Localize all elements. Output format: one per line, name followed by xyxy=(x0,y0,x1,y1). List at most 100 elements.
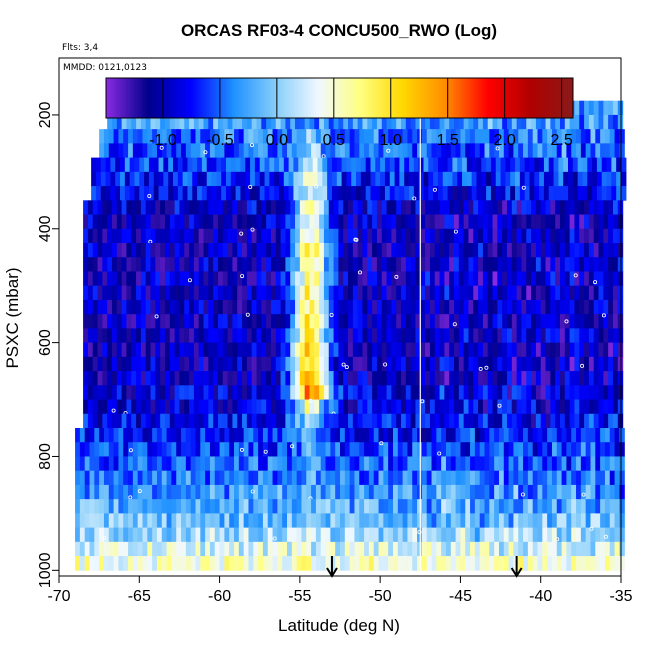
heat-cell xyxy=(261,228,267,244)
heat-cell xyxy=(182,186,189,201)
heat-cell xyxy=(614,499,620,514)
heat-cell xyxy=(155,342,161,358)
heat-cell xyxy=(131,114,137,130)
heat-cell xyxy=(242,328,248,344)
heat-cell xyxy=(444,399,450,415)
colorbar-segment xyxy=(362,78,366,118)
heat-cell xyxy=(87,285,94,301)
heat-cell xyxy=(454,285,460,301)
heat-cell xyxy=(134,157,140,173)
heat-cell xyxy=(280,399,287,415)
heat-cell xyxy=(213,271,219,287)
heat-cell xyxy=(333,299,339,315)
heat-cell xyxy=(463,342,470,358)
heat-cell xyxy=(487,285,494,301)
heat-cell xyxy=(222,271,229,287)
heat-cell xyxy=(290,356,296,372)
heat-cell xyxy=(287,513,293,529)
heat-cell xyxy=(213,328,219,344)
heat-cell xyxy=(150,413,156,429)
heat-cell xyxy=(343,371,349,386)
heat-cell xyxy=(404,171,410,187)
heat-cell xyxy=(315,428,322,443)
heat-cell xyxy=(91,157,97,173)
heat-cell xyxy=(616,186,622,201)
heat-cell xyxy=(161,129,168,144)
heat-cell xyxy=(169,257,176,272)
heat-cell xyxy=(107,271,113,287)
colorbar-segment xyxy=(318,78,322,118)
heat-cell xyxy=(508,484,515,500)
heat-cell xyxy=(372,342,378,358)
heat-cell xyxy=(588,214,595,230)
heat-cell xyxy=(378,143,384,159)
heat-cell xyxy=(296,541,303,557)
colorbar-segment xyxy=(250,78,254,118)
heat-cell xyxy=(150,342,156,358)
heat-cell xyxy=(454,299,460,315)
heat-cell xyxy=(425,214,431,230)
heat-cell xyxy=(521,271,527,287)
heat-cell xyxy=(373,143,380,159)
heat-cell xyxy=(569,356,576,372)
heat-cell xyxy=(179,342,185,358)
heat-cell xyxy=(99,527,105,543)
heat-cell xyxy=(574,271,580,287)
heat-cell xyxy=(209,527,216,543)
heat-cell xyxy=(219,513,225,529)
colorbar-segment xyxy=(267,78,270,118)
heat-cell xyxy=(561,470,568,486)
heat-cell xyxy=(439,285,445,301)
heat-cell xyxy=(266,371,272,386)
heat-cell xyxy=(176,499,182,514)
heat-cell xyxy=(603,271,609,287)
heat-cell xyxy=(391,114,397,130)
heat-cell xyxy=(290,271,296,287)
heat-cell xyxy=(531,114,537,130)
heat-cell xyxy=(579,299,585,315)
heat-cell xyxy=(601,157,608,173)
colorbar-segment xyxy=(460,78,464,118)
heat-cell xyxy=(500,171,506,187)
heat-cell xyxy=(492,314,498,329)
heat-cell xyxy=(513,527,519,543)
heat-cell xyxy=(299,413,306,429)
heat-cell xyxy=(83,228,89,244)
heat-cell xyxy=(214,456,221,472)
heat-cell xyxy=(312,157,319,173)
heat-cell xyxy=(392,470,399,486)
heat-cell xyxy=(193,299,200,315)
heat-cell xyxy=(333,314,339,329)
heat-cell xyxy=(450,513,457,529)
heat-cell xyxy=(391,214,397,230)
heat-cell xyxy=(205,143,211,159)
heat-cell xyxy=(364,513,370,529)
heat-cell xyxy=(200,513,206,529)
heat-cell xyxy=(333,243,339,258)
heat-cell xyxy=(161,541,168,557)
heat-cell xyxy=(319,314,325,329)
x-tick-label: -70 xyxy=(47,588,70,605)
heat-cell xyxy=(574,356,580,372)
heat-cell xyxy=(181,556,187,571)
heat-cell xyxy=(161,143,168,159)
heat-cell xyxy=(359,442,365,457)
heat-cell xyxy=(447,186,453,201)
heat-cell xyxy=(152,499,158,514)
heat-cell xyxy=(107,214,113,230)
heat-cell xyxy=(352,285,359,301)
heat-cell xyxy=(412,442,418,457)
heat-cell xyxy=(368,527,375,543)
heat-cell xyxy=(296,499,303,514)
heat-cell xyxy=(147,456,153,472)
colorbar-segment xyxy=(234,78,238,118)
colorbar-segment xyxy=(211,78,214,118)
heat-cell xyxy=(285,356,291,372)
colorbar-segment xyxy=(339,78,343,118)
heat-cell xyxy=(516,371,523,386)
heat-cell xyxy=(148,171,155,187)
heat-cell xyxy=(344,556,351,571)
heat-cell xyxy=(131,413,137,429)
heat-cell xyxy=(569,314,576,329)
heat-cell xyxy=(328,243,335,258)
